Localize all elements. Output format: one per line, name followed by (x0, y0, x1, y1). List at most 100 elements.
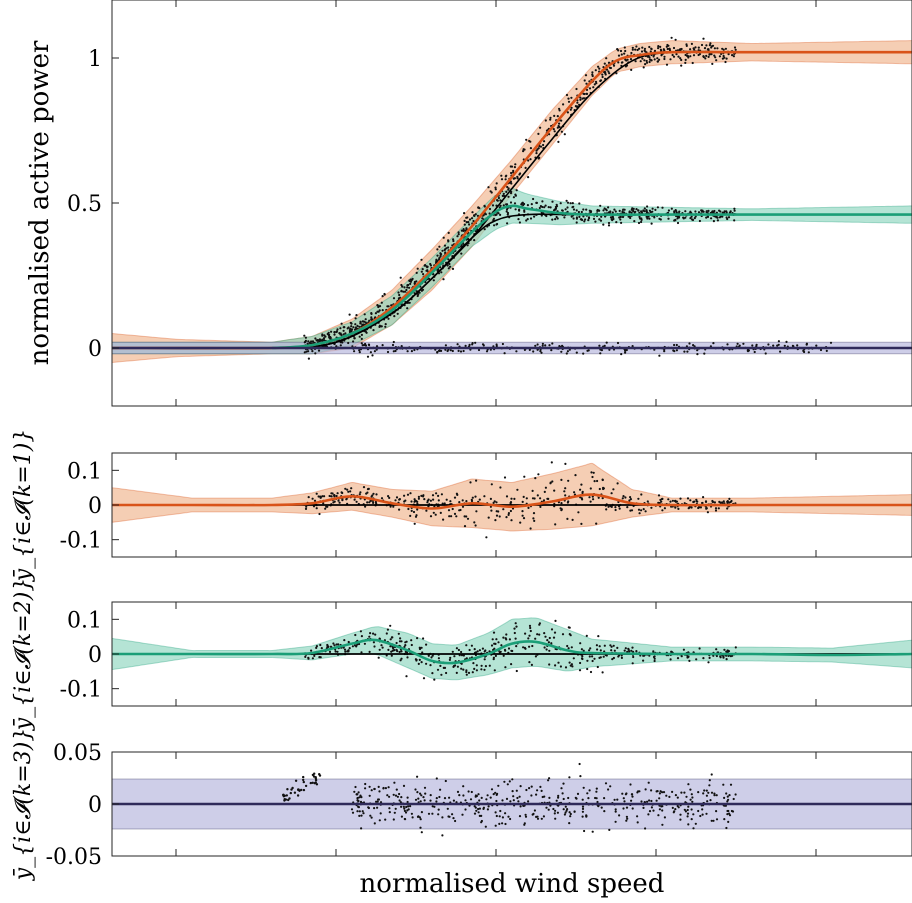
scatter-point (483, 228, 486, 231)
scatter-point (422, 495, 425, 498)
scatter-point (576, 792, 580, 796)
scatter-point (559, 202, 562, 205)
scatter-point (319, 656, 322, 659)
scatter-point (493, 500, 496, 503)
scatter-point (386, 628, 389, 631)
scatter-point (656, 57, 659, 60)
scatter-point (728, 794, 731, 797)
scatter-point (536, 343, 539, 346)
scatter-point (435, 800, 438, 803)
scatter-point (302, 780, 305, 784)
scatter-point (650, 506, 653, 509)
scatter-point (691, 800, 694, 803)
scatter-point (409, 492, 412, 495)
scatter-point (505, 516, 508, 519)
scatter-point (603, 644, 606, 647)
scatter-point (632, 655, 635, 659)
scatter-point (313, 654, 316, 658)
scatter-point (577, 511, 580, 514)
scatter-point (673, 210, 676, 213)
scatter-point (630, 793, 634, 796)
scatter-point (494, 824, 497, 827)
scatter-point (415, 271, 418, 274)
scatter-point (732, 797, 735, 801)
scatter-point (566, 201, 570, 204)
series-line-green (112, 638, 912, 665)
scatter-point (726, 795, 729, 798)
scatter-point (416, 791, 419, 794)
scatter-point (610, 492, 613, 495)
scatter-point (335, 643, 338, 646)
scatter-point (620, 61, 624, 64)
scatter-point (305, 505, 308, 508)
scatter-point (543, 206, 546, 209)
scatter-point (530, 203, 533, 206)
scatter-point (601, 497, 604, 500)
reference-line (112, 213, 912, 350)
scatter-point (575, 209, 578, 212)
scatter-point (585, 814, 588, 817)
scatter-point (605, 209, 608, 212)
scatter-point (580, 497, 583, 500)
y-axis-label: normalised active power (25, 40, 55, 365)
scatter-point (307, 350, 310, 353)
scatter-point (480, 664, 483, 667)
scatter-point (551, 480, 554, 483)
scatter-point (499, 809, 502, 813)
scatter-point (510, 182, 513, 185)
scatter-point (585, 208, 588, 211)
scatter-point (674, 38, 677, 41)
scatter-point (667, 209, 671, 212)
scatter-point (713, 54, 716, 57)
scatter-point (455, 647, 458, 650)
scatter-point (727, 654, 730, 658)
scatter-point (558, 122, 561, 125)
scatter-point (566, 808, 569, 811)
scatter-point (318, 340, 321, 343)
scatter-point (582, 786, 585, 789)
scatter-point (420, 258, 423, 261)
scatter-point (358, 349, 361, 352)
scatter-point (582, 215, 585, 218)
scatter-point (514, 193, 517, 196)
scatter-point (441, 249, 444, 252)
scatter-point (486, 808, 489, 811)
scatter-point (714, 507, 718, 510)
scatter-point (501, 799, 504, 802)
scatter-point (474, 341, 477, 344)
scatter-point (690, 808, 693, 811)
scatter-point (675, 210, 678, 213)
scatter-point (447, 231, 450, 234)
scatter-point (488, 212, 491, 215)
scatter-point (454, 819, 457, 823)
scatter-point (712, 819, 715, 822)
scatter-point (416, 267, 419, 270)
scatter-point (314, 337, 317, 340)
scatter-point (557, 501, 561, 504)
scatter-point (697, 211, 701, 214)
scatter-point (727, 820, 730, 824)
scatter-point (390, 636, 393, 639)
scatter-point (370, 816, 373, 819)
scatter-point (392, 649, 395, 652)
scatter-point (705, 216, 708, 219)
scatter-point (505, 210, 508, 213)
scatter-point (378, 305, 382, 308)
scatter-point (356, 793, 359, 796)
scatter-point (304, 655, 307, 659)
scatter-point (502, 192, 505, 195)
scatter-point (617, 54, 621, 57)
scatter-point (715, 59, 718, 62)
scatter-point (405, 675, 408, 678)
scatter-point (591, 659, 594, 663)
scatter-point (539, 497, 542, 500)
scatter-point (394, 499, 397, 502)
scatter-point (585, 88, 589, 91)
scatter-point (620, 53, 623, 56)
scatter-point (624, 58, 627, 61)
scatter-point (473, 648, 476, 651)
scatter-point (561, 344, 564, 347)
scatter-point (467, 221, 470, 224)
scatter-point (683, 350, 686, 353)
scatter-point (412, 510, 416, 514)
